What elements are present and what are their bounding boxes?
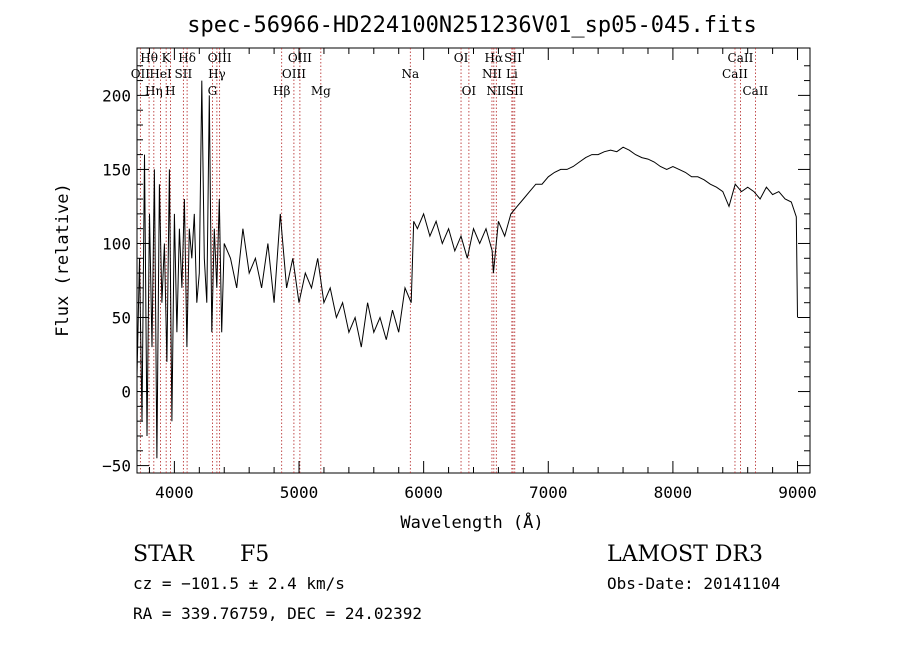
x-tick-label: 6000	[404, 483, 443, 502]
line-marker-label: OII	[131, 67, 151, 81]
info-panel: STAR F5 LAMOST DR3 cz = −101.5 ± 2.4 km/…	[133, 542, 780, 623]
line-marker-label: Na	[401, 67, 419, 81]
chart-title: spec-56966-HD224100N251236V01_sp05-045.f…	[187, 13, 757, 38]
line-marker-label: SII	[506, 84, 524, 98]
spectrum-line	[136, 80, 798, 459]
line-marker-label: OIII	[288, 51, 312, 65]
line-marker-label: Hγ	[208, 67, 226, 81]
plot-frame	[136, 47, 811, 474]
coordinates: RA = 339.76759, DEC = 24.02392	[133, 604, 422, 623]
y-tick-label: −50	[102, 457, 131, 476]
line-marker-label: CaII	[742, 84, 768, 98]
x-tick-label: 4000	[155, 483, 194, 502]
line-marker-label: CaII	[722, 67, 748, 81]
x-tick-label: 7000	[529, 483, 568, 502]
line-marker-label: Li	[506, 67, 518, 81]
line-marker-label: Mg	[311, 84, 331, 98]
line-marker-label: Hβ	[273, 84, 290, 98]
line-marker-label: SII	[504, 51, 522, 65]
line-marker-label: NII	[482, 67, 502, 81]
y-tick-label: 50	[112, 309, 131, 328]
x-axis-label: Wavelength (Å)	[400, 511, 543, 533]
line-marker-label: Hη	[145, 84, 163, 98]
line-marker-label: CaII	[728, 51, 754, 65]
line-marker-label: Hθ	[140, 51, 158, 65]
line-marker-label: G	[208, 84, 218, 98]
line-marker-label: OI	[454, 51, 469, 65]
line-marker-label: H	[165, 84, 175, 98]
redshift-readout: cz = −101.5 ± 2.4 km/s	[133, 574, 345, 593]
y-tick-label: 0	[121, 383, 131, 402]
x-tick-label: 9000	[778, 483, 817, 502]
object-type: STAR	[133, 542, 195, 567]
line-marker-label: Hα	[485, 51, 504, 65]
y-axis-ticks: −50 0 50 100 150 200	[102, 65, 810, 476]
line-marker-label: OIII	[282, 67, 306, 81]
obs-date: Obs-Date: 20141104	[607, 574, 780, 593]
y-tick-label: 150	[102, 160, 131, 179]
y-tick-label: 100	[102, 234, 131, 253]
line-marker-label: Hδ	[178, 51, 196, 65]
line-marker-label: SII	[175, 67, 193, 81]
line-marker-label: NII	[486, 84, 506, 98]
line-marker-label: HeI	[149, 67, 172, 81]
x-tick-label: 5000	[280, 483, 319, 502]
line-markers	[139, 48, 756, 473]
line-marker-label: OI	[462, 84, 477, 98]
x-tick-label: 8000	[654, 483, 693, 502]
y-tick-label: 200	[102, 86, 131, 105]
survey-name: LAMOST DR3	[607, 542, 763, 567]
line-marker-label: OIII	[208, 51, 232, 65]
y-axis-label: Flux (relative)	[53, 183, 73, 337]
line-marker-label: K	[162, 51, 172, 65]
subclass: F5	[240, 542, 269, 567]
x-axis-ticks: 4000 5000 6000 7000 8000 9000	[148, 48, 817, 502]
